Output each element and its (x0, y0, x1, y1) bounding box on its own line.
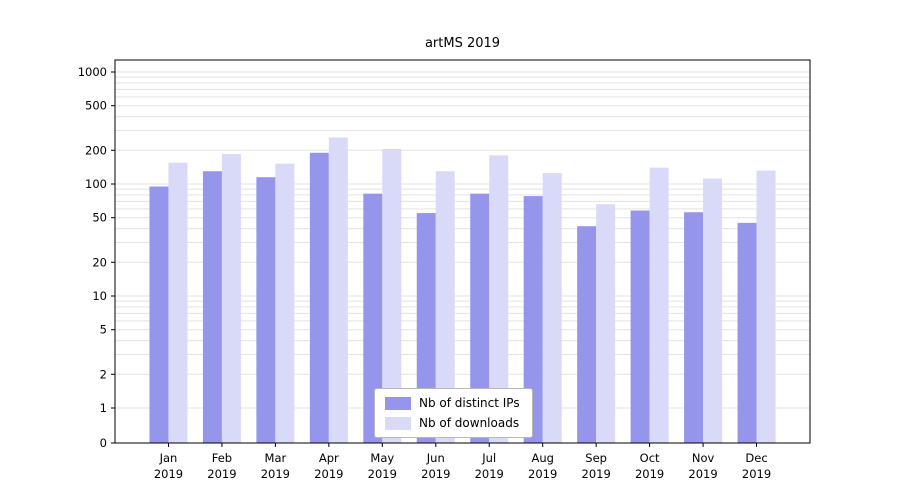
x-tick-label-month: Jul (481, 451, 496, 465)
legend-swatch-downloads (385, 416, 411, 430)
x-tick-label-month: Oct (640, 451, 660, 465)
bar (630, 210, 650, 443)
bar (703, 178, 723, 443)
bar (416, 213, 436, 443)
y-tick-label: 10 (92, 289, 107, 303)
bars-downloads (168, 137, 776, 444)
x-tick-label-month: Jun (426, 451, 445, 465)
y-tick-label: 1000 (78, 65, 107, 79)
x-tick-label-year: 2019 (207, 467, 236, 481)
legend: Nb of distinct IPs Nb of downloads (374, 388, 533, 438)
y-tick-label: 100 (85, 177, 107, 191)
legend-label-distinct-ips: Nb of distinct IPs (419, 396, 520, 410)
y-tick-label: 50 (92, 211, 107, 225)
x-tick-label-month: Jan (159, 451, 178, 465)
legend-item-distinct-ips: Nb of distinct IPs (385, 396, 520, 410)
bar (523, 196, 543, 443)
bar (202, 171, 222, 443)
bar (149, 186, 169, 444)
x-tick-label-year: 2019 (368, 467, 397, 481)
x-tick-label-month: Feb (212, 451, 232, 465)
bar (596, 204, 616, 443)
bar (489, 155, 509, 443)
legend-item-downloads: Nb of downloads (385, 416, 520, 430)
bar (256, 177, 276, 443)
bar (382, 149, 402, 444)
y-tick-label: 5 (100, 323, 107, 337)
bar (328, 137, 348, 443)
x-tick-label-month: May (370, 451, 394, 465)
bar (542, 173, 562, 444)
x-tick-label-year: 2019 (421, 467, 450, 481)
y-tick-label: 500 (85, 99, 107, 113)
bar (275, 163, 295, 443)
bar (309, 152, 329, 443)
bar (470, 193, 490, 443)
y-tick-label: 200 (85, 143, 107, 157)
x-tick-label-year: 2019 (688, 467, 717, 481)
x-tick-label-year: 2019 (582, 467, 611, 481)
bar (577, 226, 597, 443)
bars-distinct-ips (149, 152, 757, 444)
x-tick-label-month: Aug (531, 451, 553, 465)
x-tick-label-year: 2019 (475, 467, 504, 481)
y-tick-label: 0 (100, 436, 107, 450)
axes-frame (114, 59, 811, 444)
bar (221, 154, 241, 443)
legend-label-downloads: Nb of downloads (419, 416, 520, 430)
x-tick-label-month: Mar (265, 451, 287, 465)
bar (435, 171, 455, 443)
bar (737, 222, 757, 443)
legend-swatch-distinct-ips (385, 396, 411, 410)
bar (363, 193, 383, 443)
bar (684, 212, 704, 443)
bar (649, 167, 669, 443)
bar (168, 162, 188, 443)
x-tick-label-year: 2019 (635, 467, 664, 481)
chart-title: artMS 2019 (424, 36, 501, 51)
y-tick-label: 1 (100, 401, 107, 415)
x-tick-label-year: 2019 (261, 467, 290, 481)
y-tick-label: 2 (100, 367, 107, 381)
y-tick-label: 20 (92, 255, 107, 269)
x-tick-label-month: Apr (319, 451, 339, 465)
x-tick-label-month: Nov (692, 451, 715, 465)
bar (756, 170, 776, 443)
x-tick-label-month: Dec (745, 451, 767, 465)
x-tick-label-month: Sep (585, 451, 607, 465)
x-axis: Jan 2019 Feb 2019 Mar 2019 Apr 2019 May 2019 Jun 20… (154, 443, 771, 481)
x-tick-label-year: 2019 (154, 467, 183, 481)
y-axis: 0 1 2 5 10 20 50 100 200 500 1000 (78, 65, 115, 450)
x-tick-label-year: 2019 (314, 467, 343, 481)
x-tick-label-year: 2019 (742, 467, 771, 481)
x-tick-label-year: 2019 (528, 467, 557, 481)
